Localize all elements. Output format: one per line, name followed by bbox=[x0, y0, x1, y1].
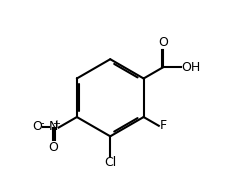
Text: N: N bbox=[49, 120, 58, 133]
Text: O: O bbox=[49, 141, 58, 154]
Text: -: - bbox=[40, 119, 44, 129]
Text: F: F bbox=[160, 119, 167, 132]
Text: Cl: Cl bbox=[104, 156, 116, 169]
Text: O: O bbox=[159, 36, 168, 49]
Text: +: + bbox=[52, 119, 60, 129]
Text: O: O bbox=[32, 120, 42, 133]
Text: OH: OH bbox=[181, 61, 200, 74]
